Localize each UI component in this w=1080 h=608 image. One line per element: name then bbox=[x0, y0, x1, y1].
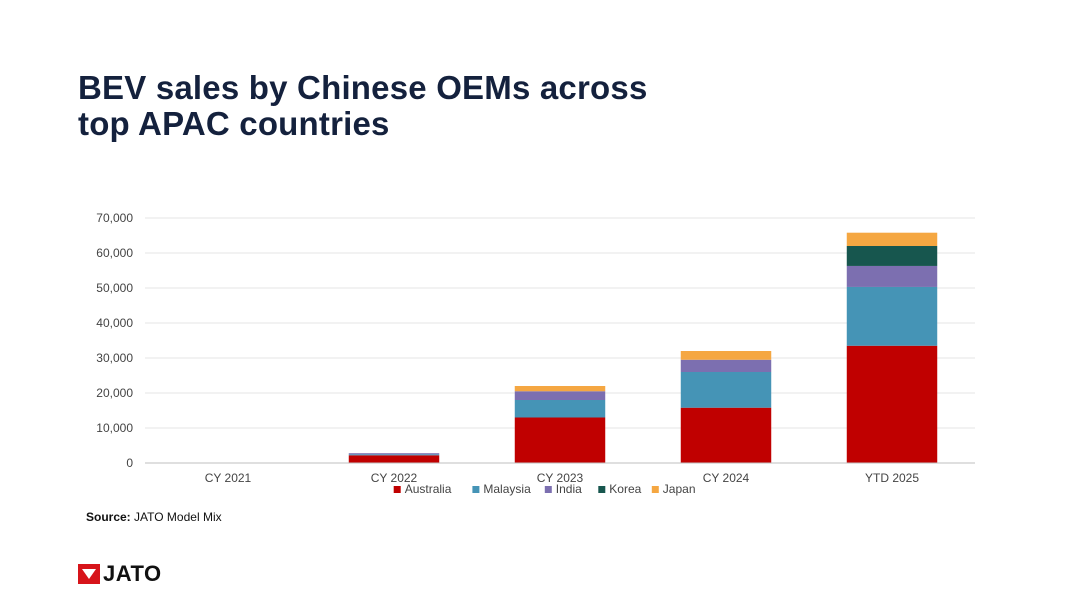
jato-logo-text: JATO bbox=[103, 561, 162, 586]
x-tick-label: YTD 2025 bbox=[865, 471, 919, 485]
legend-label: Australia bbox=[405, 482, 452, 496]
bar-segment bbox=[846, 246, 938, 266]
legend-item: Japan bbox=[651, 482, 696, 496]
bars bbox=[348, 232, 938, 463]
bar-segment bbox=[348, 453, 440, 455]
legend-item: India bbox=[544, 482, 582, 496]
legend-swatch bbox=[544, 486, 552, 493]
legend-swatch bbox=[598, 486, 606, 493]
legend-swatch bbox=[393, 486, 401, 493]
x-tick-label: CY 2023 bbox=[537, 471, 584, 485]
x-tick-label: CY 2021 bbox=[205, 471, 252, 485]
legend-label: Malaysia bbox=[483, 482, 531, 496]
legend-item: Australia bbox=[393, 482, 452, 496]
bar-segment bbox=[514, 391, 606, 400]
chart-title: BEV sales by Chinese OEMs across top APA… bbox=[78, 70, 648, 142]
y-tick-label: 60,000 bbox=[96, 246, 133, 260]
y-axis-ticks: 0 10,000 20,000 30,000 40,000 50,000 60,000 70,… bbox=[96, 211, 133, 470]
legend-swatch bbox=[651, 486, 659, 493]
source-label: Source: bbox=[86, 510, 131, 524]
bar-segment bbox=[514, 417, 606, 463]
bar-segment bbox=[348, 454, 440, 456]
legend-label: Korea bbox=[609, 482, 641, 496]
source-note: Source: JATO Model Mix bbox=[86, 510, 222, 524]
bar-segment bbox=[846, 286, 938, 346]
y-tick-label: 40,000 bbox=[96, 316, 133, 330]
jato-logo-icon bbox=[78, 564, 100, 584]
y-tick-label: 20,000 bbox=[96, 386, 133, 400]
bar-segment bbox=[514, 386, 606, 392]
bar-segment bbox=[680, 351, 772, 360]
legend: Australia Malaysia India Korea Japan bbox=[393, 482, 696, 496]
source-text: JATO Model Mix bbox=[134, 510, 222, 524]
legend-item: Malaysia bbox=[472, 482, 531, 496]
grid-lines bbox=[145, 217, 975, 429]
bar-segment bbox=[680, 372, 772, 408]
bar-segment bbox=[846, 265, 938, 287]
y-tick-label: 50,000 bbox=[96, 281, 133, 295]
y-tick-label: 10,000 bbox=[96, 421, 133, 435]
y-tick-label: 70,000 bbox=[96, 211, 133, 225]
chart-title-line-2: top APAC countries bbox=[78, 105, 390, 142]
legend-label: India bbox=[556, 482, 582, 496]
jato-logo: JATO bbox=[78, 561, 162, 586]
bar-segment bbox=[680, 407, 772, 463]
bar-segment bbox=[846, 345, 938, 463]
bar-segment bbox=[514, 400, 606, 418]
y-tick-label: 0 bbox=[126, 456, 133, 470]
x-axis-ticks: CY 2021 CY 2022 CY 2023 CY 2024 YTD 2025 bbox=[205, 471, 920, 485]
x-tick-label: CY 2022 bbox=[371, 471, 418, 485]
bar-segment bbox=[680, 359, 772, 372]
legend-swatch bbox=[472, 486, 480, 493]
legend-item: Korea bbox=[598, 482, 642, 496]
x-tick-label: CY 2024 bbox=[703, 471, 750, 485]
bar-segment bbox=[348, 455, 440, 463]
y-tick-label: 30,000 bbox=[96, 351, 133, 365]
chart-title-line-1: BEV sales by Chinese OEMs across bbox=[78, 69, 648, 106]
bar-segment bbox=[846, 232, 938, 246]
legend-label: Japan bbox=[663, 482, 696, 496]
